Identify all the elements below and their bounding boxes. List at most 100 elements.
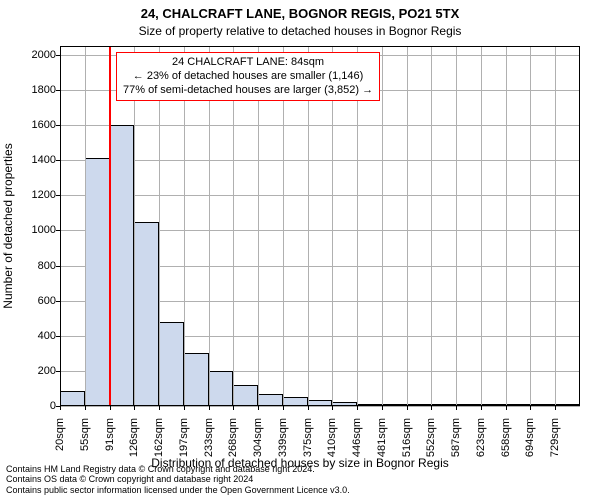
x-tick-mark <box>481 406 482 410</box>
histogram-bar <box>407 404 432 406</box>
y-tick-mark <box>56 90 60 91</box>
x-tick-label: 623sqm <box>475 418 487 458</box>
x-tick-label: 126sqm <box>128 418 140 458</box>
gridline <box>555 46 556 406</box>
y-tick-mark <box>56 195 60 196</box>
y-tick-mark <box>56 266 60 267</box>
x-tick-label: 516sqm <box>401 418 413 458</box>
y-tick-label: 1600 <box>16 119 56 131</box>
footer-line: Contains OS data © Crown copyright and d… <box>6 474 350 485</box>
property-info-box: 24 CHALCRAFT LANE: 84sqm← 23% of detache… <box>116 52 380 101</box>
y-tick-label: 2000 <box>16 49 56 61</box>
x-tick-mark <box>283 406 284 410</box>
x-tick-label: 162sqm <box>153 418 165 458</box>
y-tick-label: 600 <box>16 295 56 307</box>
x-tick-mark <box>555 406 556 410</box>
x-tick-label: 55sqm <box>79 418 91 458</box>
x-tick-mark <box>60 406 61 410</box>
histogram-bar <box>530 404 555 406</box>
y-tick-mark <box>56 336 60 337</box>
histogram-bar <box>184 353 209 406</box>
x-tick-label: 446sqm <box>351 418 363 458</box>
gridline <box>60 406 580 407</box>
y-tick-mark <box>56 230 60 231</box>
x-tick-label: 91sqm <box>104 418 116 458</box>
gridline <box>85 46 86 406</box>
histogram-bar <box>283 397 308 406</box>
gridline <box>431 46 432 406</box>
y-tick-mark <box>56 125 60 126</box>
x-tick-mark <box>332 406 333 410</box>
x-tick-mark <box>134 406 135 410</box>
x-tick-mark <box>110 406 111 410</box>
gridline <box>456 46 457 406</box>
info-box-line: ← 23% of detached houses are smaller (1,… <box>123 70 373 84</box>
histogram-bar <box>110 125 135 406</box>
gridline <box>382 46 383 406</box>
x-tick-mark <box>233 406 234 410</box>
y-tick-label: 1800 <box>16 84 56 96</box>
x-tick-label: 729sqm <box>549 418 561 458</box>
x-tick-label: 339sqm <box>277 418 289 458</box>
x-tick-mark <box>407 406 408 410</box>
x-tick-mark <box>258 406 259 410</box>
plot-area: 24 CHALCRAFT LANE: 84sqm← 23% of detache… <box>60 46 580 406</box>
gridline <box>60 125 580 126</box>
x-tick-mark <box>209 406 210 410</box>
histogram-bar <box>134 222 159 406</box>
histogram-bar <box>60 391 85 406</box>
x-tick-mark <box>382 406 383 410</box>
gridline <box>60 160 580 161</box>
y-tick-label: 1000 <box>16 224 56 236</box>
footer-credits: Contains HM Land Registry data © Crown c… <box>6 464 350 496</box>
y-tick-mark <box>56 160 60 161</box>
x-tick-label: 304sqm <box>252 418 264 458</box>
x-tick-mark <box>506 406 507 410</box>
gridline <box>60 46 61 406</box>
info-box-line: 77% of semi-detached houses are larger (… <box>123 84 373 98</box>
x-tick-mark <box>357 406 358 410</box>
y-tick-mark <box>56 371 60 372</box>
histogram-bar <box>85 158 110 406</box>
histogram-bar <box>308 400 333 406</box>
chart-title: 24, CHALCRAFT LANE, BOGNOR REGIS, PO21 5… <box>0 6 600 21</box>
gridline <box>481 46 482 406</box>
x-tick-mark <box>456 406 457 410</box>
histogram-bar <box>233 385 258 406</box>
x-tick-label: 410sqm <box>326 418 338 458</box>
x-tick-label: 587sqm <box>450 418 462 458</box>
histogram-bar <box>258 394 283 406</box>
x-tick-label: 658sqm <box>500 418 512 458</box>
x-tick-mark <box>431 406 432 410</box>
x-tick-label: 694sqm <box>524 418 536 458</box>
footer-line: Contains HM Land Registry data © Crown c… <box>6 464 350 475</box>
y-tick-label: 800 <box>16 260 56 272</box>
y-tick-label: 1400 <box>16 154 56 166</box>
y-tick-mark <box>56 55 60 56</box>
histogram-bar <box>382 404 407 406</box>
histogram-bar <box>431 404 456 406</box>
x-tick-mark <box>530 406 531 410</box>
x-tick-mark <box>159 406 160 410</box>
y-tick-label: 0 <box>16 400 56 412</box>
histogram-bar <box>506 404 531 406</box>
x-tick-label: 20sqm <box>54 418 66 458</box>
footer-line: Contains public sector information licen… <box>6 485 350 496</box>
histogram-bar <box>481 404 506 406</box>
y-tick-label: 1200 <box>16 189 56 201</box>
x-tick-mark <box>184 406 185 410</box>
gridline <box>530 46 531 406</box>
gridline <box>506 46 507 406</box>
histogram-bar <box>209 371 234 406</box>
x-tick-label: 233sqm <box>203 418 215 458</box>
info-box-line: 24 CHALCRAFT LANE: 84sqm <box>123 56 373 70</box>
x-tick-label: 552sqm <box>425 418 437 458</box>
gridline <box>60 195 580 196</box>
y-tick-label: 200 <box>16 365 56 377</box>
x-tick-mark <box>85 406 86 410</box>
property-marker-line <box>109 46 111 406</box>
histogram-bar <box>357 404 382 406</box>
gridline <box>407 46 408 406</box>
chart-subtitle: Size of property relative to detached ho… <box>0 24 600 38</box>
histogram-bar <box>159 322 184 406</box>
